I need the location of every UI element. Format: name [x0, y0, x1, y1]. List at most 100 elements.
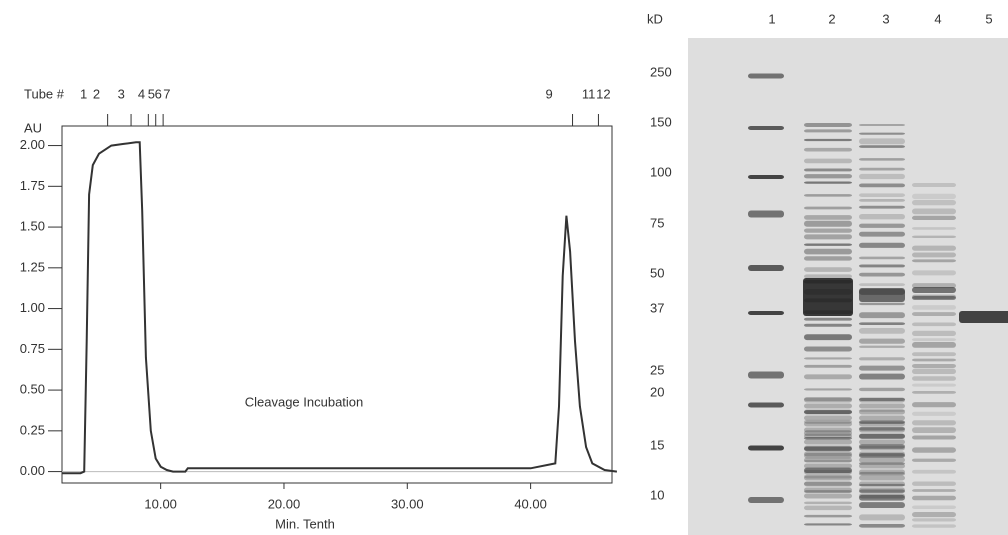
gel-band — [804, 459, 852, 463]
marker-label: 75 — [650, 215, 664, 230]
gel-band — [859, 427, 905, 433]
gel-band — [804, 469, 852, 475]
gel-band — [912, 368, 956, 375]
gel-band — [912, 330, 956, 337]
gel-band — [748, 175, 784, 179]
fraction-label: 7 — [163, 86, 170, 101]
gel-band — [859, 489, 905, 494]
lane-label: 1 — [768, 11, 775, 26]
gel-band — [859, 481, 905, 487]
y-tick-label: 0.25 — [20, 422, 45, 437]
gel-band — [859, 439, 905, 445]
fraction-label: 5 — [148, 86, 155, 101]
fraction-label: 11 — [582, 86, 596, 101]
gel-band — [859, 357, 905, 361]
plot-frame — [61, 125, 613, 484]
marker-label: 37 — [650, 300, 664, 315]
lane-label: 2 — [828, 11, 835, 26]
marker-label: 250 — [650, 64, 672, 79]
gel-band — [804, 451, 852, 457]
fraction-label: 6 — [155, 86, 162, 101]
gel-band — [912, 338, 956, 342]
gel-band — [859, 514, 905, 521]
gel-band — [803, 278, 853, 316]
gel-band — [859, 312, 905, 319]
x-tick-label: 30.00 — [391, 496, 424, 511]
gel-band — [804, 446, 852, 452]
gel-band — [859, 345, 905, 348]
gel-band — [859, 409, 905, 415]
gel-band — [912, 411, 956, 416]
gel-band — [804, 481, 852, 487]
gel-band — [859, 433, 905, 439]
gel-band — [912, 312, 956, 317]
gel-band — [859, 198, 905, 202]
y-tick-label: 2.00 — [20, 137, 45, 152]
gel-band — [859, 471, 905, 476]
gel-band — [912, 270, 956, 276]
marker-label: 25 — [650, 362, 664, 377]
gel-band — [748, 73, 784, 79]
marker-label: 10 — [650, 487, 664, 502]
gel-band — [859, 409, 905, 412]
gel-band — [804, 487, 852, 493]
gel-band — [912, 358, 956, 362]
gel-band — [912, 322, 956, 327]
gel-band — [748, 445, 784, 451]
gel-band — [804, 147, 852, 152]
gel-band — [912, 495, 956, 501]
gel-band — [859, 415, 905, 421]
gel-band — [804, 409, 852, 415]
y-tick-label: 1.50 — [20, 219, 45, 234]
gel-band — [912, 512, 956, 518]
gel-band — [804, 206, 852, 210]
gel-band — [804, 374, 852, 380]
gel-band — [804, 323, 852, 327]
gel-band — [859, 421, 905, 427]
gel-band — [859, 397, 905, 401]
y-tick-label: 1.25 — [20, 259, 45, 274]
fraction-label: 3 — [118, 86, 125, 101]
gel-band — [912, 469, 956, 474]
gel-band — [912, 489, 956, 492]
gel-band — [804, 475, 852, 481]
gel-band — [804, 243, 852, 246]
gel-unit: kD — [647, 11, 663, 26]
gel-band — [804, 397, 852, 403]
gel-band — [804, 220, 852, 227]
gel-band — [859, 322, 905, 326]
gel-band — [859, 462, 905, 465]
gel-band — [859, 213, 905, 220]
gel-band — [859, 433, 905, 439]
gel-band — [748, 497, 784, 503]
marker-label: 15 — [650, 437, 664, 452]
gel-band — [859, 173, 905, 180]
x-axis-label: Min. Tenth — [275, 516, 335, 531]
gel-band — [804, 410, 852, 414]
gel-band — [804, 234, 852, 240]
gel-band — [804, 248, 852, 255]
gel-band — [912, 294, 956, 299]
y-tick-label: 0.75 — [20, 341, 45, 356]
gel-band — [859, 338, 905, 344]
x-tick-label: 10.00 — [144, 496, 177, 511]
gel-band — [859, 283, 905, 287]
gel-band — [859, 403, 905, 409]
gel-band — [859, 158, 905, 161]
gel-band — [804, 433, 852, 439]
gel-band — [912, 259, 956, 263]
gel-band — [912, 296, 956, 300]
fraction-label: 1 — [80, 86, 87, 101]
gel-band — [912, 518, 956, 522]
gel-band — [804, 123, 852, 127]
fraction-label: 2 — [93, 86, 100, 101]
gel-band — [804, 364, 852, 368]
chromatogram-line — [62, 141, 618, 475]
gel-band — [804, 505, 852, 511]
gel-band — [859, 457, 905, 463]
gel-band — [859, 231, 905, 237]
gel-band — [804, 168, 852, 172]
lane-label: 4 — [934, 11, 941, 26]
gel-band — [859, 302, 905, 306]
